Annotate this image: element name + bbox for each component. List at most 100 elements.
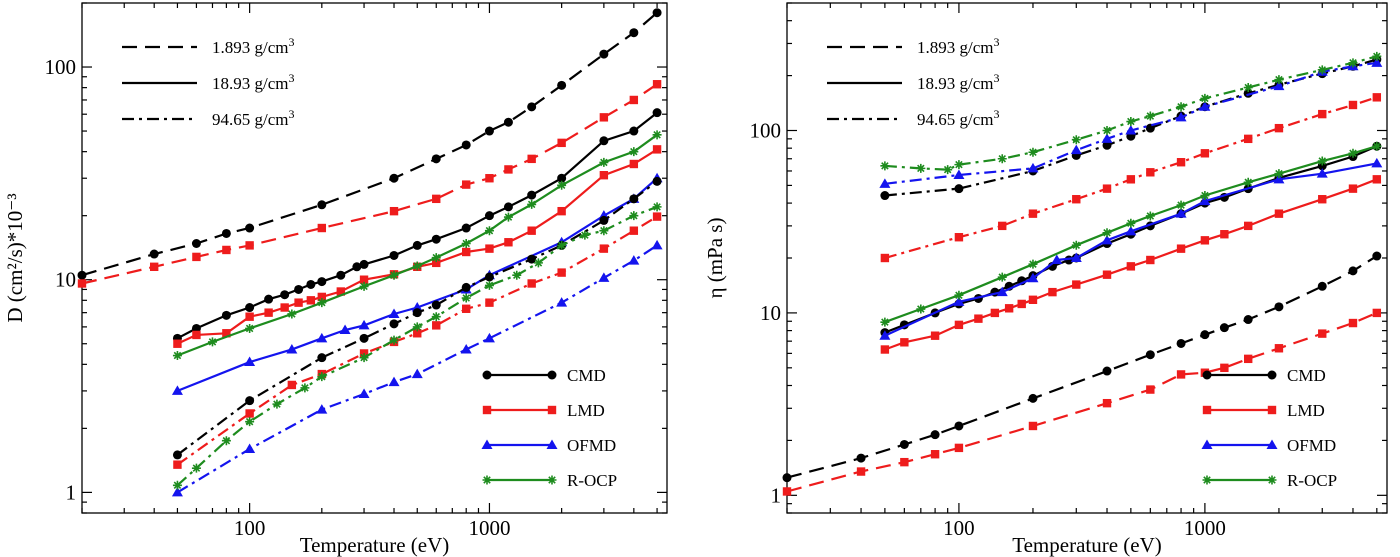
data-point	[389, 335, 399, 345]
data-point	[930, 450, 940, 459]
data-point	[1243, 83, 1253, 93]
data-point	[1274, 302, 1284, 312]
data-point	[856, 467, 866, 476]
legend-marker	[547, 405, 557, 415]
data-point	[264, 294, 274, 304]
data-point	[1371, 57, 1383, 67]
data-point	[359, 259, 369, 269]
data-point	[954, 233, 964, 242]
data-point	[1199, 195, 1211, 206]
data-point	[412, 308, 422, 318]
data-point	[432, 321, 441, 330]
series-r-ocp-solid	[172, 130, 662, 361]
series-lmd-solid	[880, 175, 1382, 354]
data-point	[245, 223, 255, 233]
data-point	[557, 138, 566, 148]
data-point	[1274, 75, 1284, 85]
data-point	[171, 486, 183, 497]
data-point	[1102, 228, 1112, 238]
plot-frame	[81, 2, 668, 514]
data-point	[352, 262, 362, 272]
data-point	[880, 253, 890, 263]
series-ofmd-dashdot	[171, 239, 663, 497]
data-point	[172, 351, 182, 361]
data-point	[1176, 102, 1186, 112]
data-point	[245, 417, 255, 427]
data-point	[1004, 304, 1014, 313]
data-point	[916, 304, 926, 314]
data-point	[306, 279, 316, 289]
data-point	[77, 279, 87, 288]
data-point	[1348, 318, 1358, 328]
data-point	[1146, 168, 1155, 177]
data-point	[954, 160, 964, 170]
data-point	[1372, 93, 1382, 102]
data-point	[317, 200, 327, 210]
data-point	[1348, 266, 1358, 276]
data-point	[484, 272, 494, 282]
data-point	[1102, 366, 1112, 376]
data-point	[527, 226, 536, 235]
data-point	[485, 174, 494, 183]
data-point	[1176, 200, 1186, 210]
legend-marker	[1266, 439, 1278, 449]
legend-marker	[1267, 405, 1277, 415]
data-point	[389, 319, 399, 329]
data-point	[245, 409, 254, 418]
data-point	[317, 298, 327, 308]
legend-superscript: 3	[289, 107, 295, 121]
data-point	[461, 140, 471, 150]
legend-marker	[547, 370, 557, 380]
data-point	[1200, 191, 1210, 201]
data-point	[359, 333, 369, 343]
data-point	[990, 308, 1000, 318]
data-point	[77, 270, 87, 280]
legend-superscript: 3	[289, 71, 295, 85]
data-point	[264, 308, 273, 317]
data-point	[207, 337, 217, 347]
data-point	[1348, 100, 1358, 110]
data-point	[629, 28, 639, 38]
data-point	[954, 320, 964, 330]
data-point	[1175, 208, 1187, 218]
data-point	[172, 480, 182, 490]
data-point	[222, 329, 231, 338]
data-point	[461, 238, 471, 248]
data-point	[1219, 323, 1229, 333]
legend-superscript: 3	[289, 35, 295, 49]
data-point	[1220, 363, 1229, 373]
data-point	[629, 194, 639, 204]
data-point	[629, 147, 639, 157]
data-point	[389, 173, 399, 183]
data-point	[782, 487, 792, 496]
data-point	[287, 309, 297, 319]
data-point	[412, 322, 422, 332]
data-point	[1372, 51, 1382, 61]
data-point	[1146, 255, 1155, 265]
legend-density-label: 1.893 g/cm3	[917, 35, 1000, 57]
data-point	[1317, 65, 1327, 75]
data-point	[412, 261, 422, 271]
data-point	[358, 319, 370, 330]
data-point	[1126, 218, 1136, 228]
data-point	[880, 345, 890, 354]
legend-marker	[1202, 370, 1212, 380]
data-point	[461, 293, 471, 303]
data-point	[461, 223, 471, 233]
data-point	[316, 404, 328, 414]
legend-density-label: 18.93 g/cm3	[917, 71, 1000, 93]
data-point	[280, 303, 289, 312]
data-point	[1200, 149, 1210, 158]
data-point	[1348, 148, 1358, 158]
data-point	[527, 199, 537, 209]
data-point	[1176, 158, 1186, 167]
data-point	[1372, 175, 1382, 184]
data-point	[317, 353, 327, 363]
data-point	[1317, 156, 1327, 166]
data-point	[431, 154, 441, 164]
data-point	[294, 298, 303, 307]
data-point	[1273, 173, 1285, 184]
data-point	[557, 206, 566, 216]
y-tick-label: 100	[750, 119, 782, 143]
legend-density-label: 18.93 g/cm3	[212, 71, 295, 93]
